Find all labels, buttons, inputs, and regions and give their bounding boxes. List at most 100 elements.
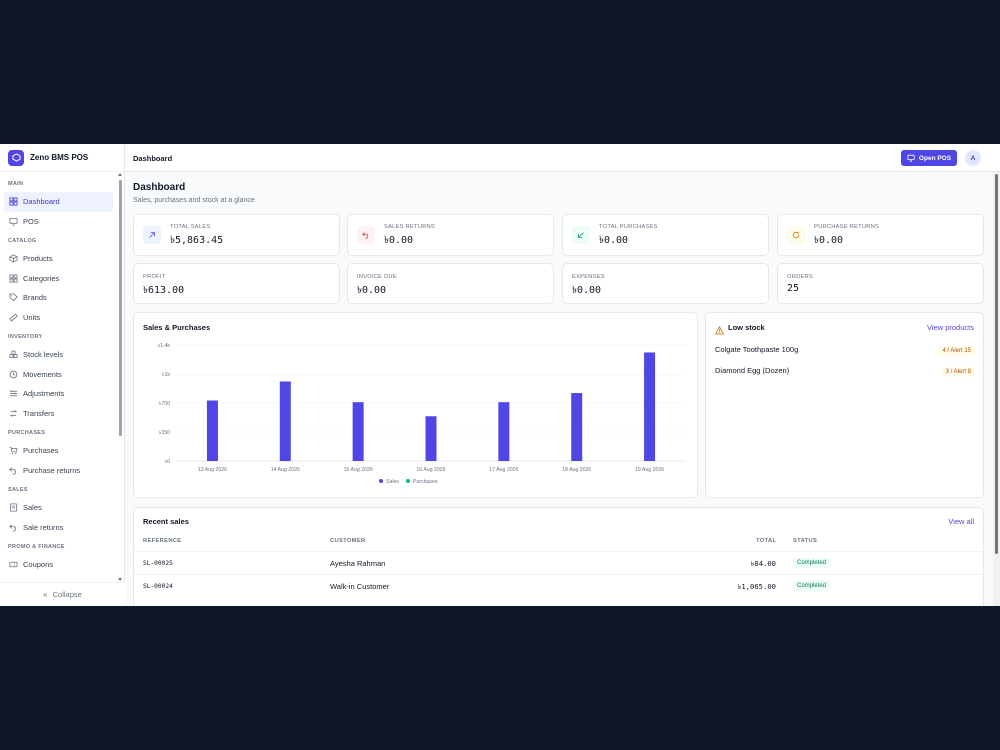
scrollbar-thumb[interactable] [995, 174, 998, 554]
sidebar-item-products[interactable]: Products [0, 249, 113, 269]
sidebar-nav[interactable]: MAIN Dashboard POS CATALOG Products Cate… [0, 174, 118, 582]
sidebar-item-label: Adjustments [23, 389, 65, 399]
box-icon [9, 254, 18, 263]
sidebar-item-movements[interactable]: Movements [0, 365, 113, 385]
brand[interactable]: Zeno BMS POS [0, 144, 124, 172]
breadcrumb: Dashboard [133, 154, 173, 163]
sidebar-item-units[interactable]: Units [0, 308, 113, 328]
stat-card-total-purchases: TOTAL PURCHASES ৳0.00 [562, 214, 769, 256]
col-reference[interactable]: REFERENCE [143, 538, 182, 544]
sales-bar[interactable] [571, 393, 583, 461]
sidebar-item-dashboard[interactable]: Dashboard [4, 192, 113, 212]
stat-card-total-sales: TOTAL SALES ৳5,863.45 [133, 214, 340, 256]
stat-value: ৳0.00 [357, 285, 387, 296]
x-tick-label: 13 Aug 2026 [198, 467, 227, 473]
x-tick-label: 18 Aug 2026 [562, 467, 591, 473]
sidebar-item-coupons[interactable]: Coupons [0, 555, 113, 575]
table-row[interactable]: SL-00024 Walk-in Customer ৳1,065.00 Comp… [134, 574, 982, 596]
sales-bar[interactable] [352, 402, 364, 461]
collapse-button[interactable]: « Collapse [0, 582, 125, 606]
sidebar-item-label: Units [23, 312, 41, 322]
table-row[interactable]: SL-00025 Ayesha Rahman ৳84.00 Completed [134, 551, 982, 573]
recent-sales-title: Recent sales [143, 517, 189, 526]
sidebar-item-purchases[interactable]: Purchases [0, 441, 113, 461]
sales-bar[interactable] [498, 402, 510, 461]
nav-section-title: PURCHASES [8, 430, 46, 436]
nav-section-title: SALES [8, 487, 28, 493]
stat-card-invoice-due: INVOICE DUE ৳0.00 [347, 263, 554, 304]
sidebar-scrollbar[interactable] [118, 173, 122, 581]
sidebar-item-adjustments[interactable]: Adjustments [0, 384, 113, 404]
sidebar: Zeno BMS POS MAIN Dashboard POS CATALOG … [0, 144, 125, 606]
sale-reference: SL-00025 [143, 560, 173, 567]
avatar[interactable]: A [965, 150, 981, 166]
sidebar-item-sales[interactable]: Sales [0, 498, 113, 518]
y-tick-label: ৳1k [162, 372, 170, 378]
scroll-down-icon[interactable] [118, 578, 122, 581]
x-tick-label: 15 Aug 2026 [344, 467, 373, 473]
sidebar-item-label: Stock levels [23, 350, 64, 360]
view-all-link[interactable]: View all [948, 517, 974, 526]
low-stock-item[interactable]: Diamond Egg (Dozen) 3 / Alert 8 [715, 366, 975, 380]
sidebar-item-transfers[interactable]: Transfers [0, 404, 113, 424]
sidebar-item-label: Sales [23, 503, 42, 513]
y-tick-label: ৳1.4k [158, 343, 171, 349]
x-tick-label: 17 Aug 2026 [489, 467, 518, 473]
page-title: Dashboard [133, 182, 186, 193]
stat-label: TOTAL SALES [170, 224, 211, 230]
sale-total: ৳84.00 [750, 559, 776, 568]
sidebar-item-pos[interactable]: POS [0, 212, 113, 232]
history-icon [9, 370, 18, 379]
sidebar-item-stock-levels[interactable]: Stock levels [0, 345, 113, 365]
stat-label: PROFIT [143, 274, 166, 280]
sidebar-item-purchase-returns[interactable]: Purchase returns [0, 461, 113, 481]
legend-label[interactable]: Purchases [413, 479, 438, 485]
arrow-down-left-icon [572, 226, 590, 244]
sidebar-item-label: Purchases [23, 446, 59, 456]
stat-label: TOTAL PURCHASES [599, 224, 658, 230]
sidebar-item-label: Purchase returns [23, 465, 81, 475]
sidebar-item-categories[interactable]: Categories [0, 269, 113, 289]
open-pos-label: Open POS [918, 154, 952, 162]
sidebar-item-label: Categories [23, 273, 60, 283]
low-stock-item[interactable]: Colgate Toothpaste 100g 4 / Alert 15 [715, 345, 975, 359]
scroll-up-icon[interactable] [118, 173, 122, 176]
page-scrollbar[interactable] [993, 172, 1000, 606]
collapse-label: Collapse [52, 590, 82, 599]
legend-label[interactable]: Sales [386, 479, 399, 485]
sales-bar[interactable] [425, 416, 437, 461]
grid-icon [9, 274, 18, 283]
undo-icon [357, 226, 375, 244]
warning-icon [714, 322, 725, 335]
sales-bar[interactable] [206, 400, 218, 461]
monitor-icon [907, 154, 915, 162]
legend-swatch[interactable] [406, 479, 410, 483]
brand-name: Zeno BMS POS [30, 153, 89, 162]
stat-value: ৳613.00 [143, 285, 185, 296]
stock-alert-badge: 4 / Alert 15 [938, 346, 975, 356]
sales-bar[interactable] [644, 352, 656, 461]
chevrons-left-icon: « [43, 590, 48, 599]
sidebar-item-brands[interactable]: Brands [0, 288, 113, 308]
x-tick-label: 19 Aug 2026 [635, 467, 664, 473]
sidebar-item-label: Dashboard [23, 197, 60, 207]
stat-value: ৳0.00 [572, 285, 602, 296]
arrow-up-right-icon [143, 226, 161, 244]
stat-value: 25 [787, 283, 800, 294]
tag-icon [9, 293, 18, 302]
sidebar-item-sale-returns[interactable]: Sale returns [0, 518, 113, 538]
scrollbar-thumb[interactable] [119, 180, 122, 436]
stat-value: ৳0.00 [384, 235, 414, 246]
ruler-icon [9, 313, 18, 322]
col-total[interactable]: TOTAL [756, 538, 777, 544]
col-status[interactable]: STATUS [793, 538, 818, 544]
sales-purchases-card: Sales & Purchases ৳0 ৳350 ৳700 ৳1k ৳1.4k 13 A… [133, 312, 698, 498]
legend-swatch[interactable] [379, 479, 383, 483]
stat-label: SALES RETURNS [384, 224, 435, 230]
col-customer[interactable]: CUSTOMER [330, 538, 366, 544]
cart-icon [9, 446, 18, 455]
view-products-link[interactable]: View products [927, 323, 974, 332]
sales-bar[interactable] [279, 381, 291, 461]
stat-label: EXPENSES [572, 274, 605, 280]
open-pos-button[interactable]: Open POS [901, 150, 957, 166]
